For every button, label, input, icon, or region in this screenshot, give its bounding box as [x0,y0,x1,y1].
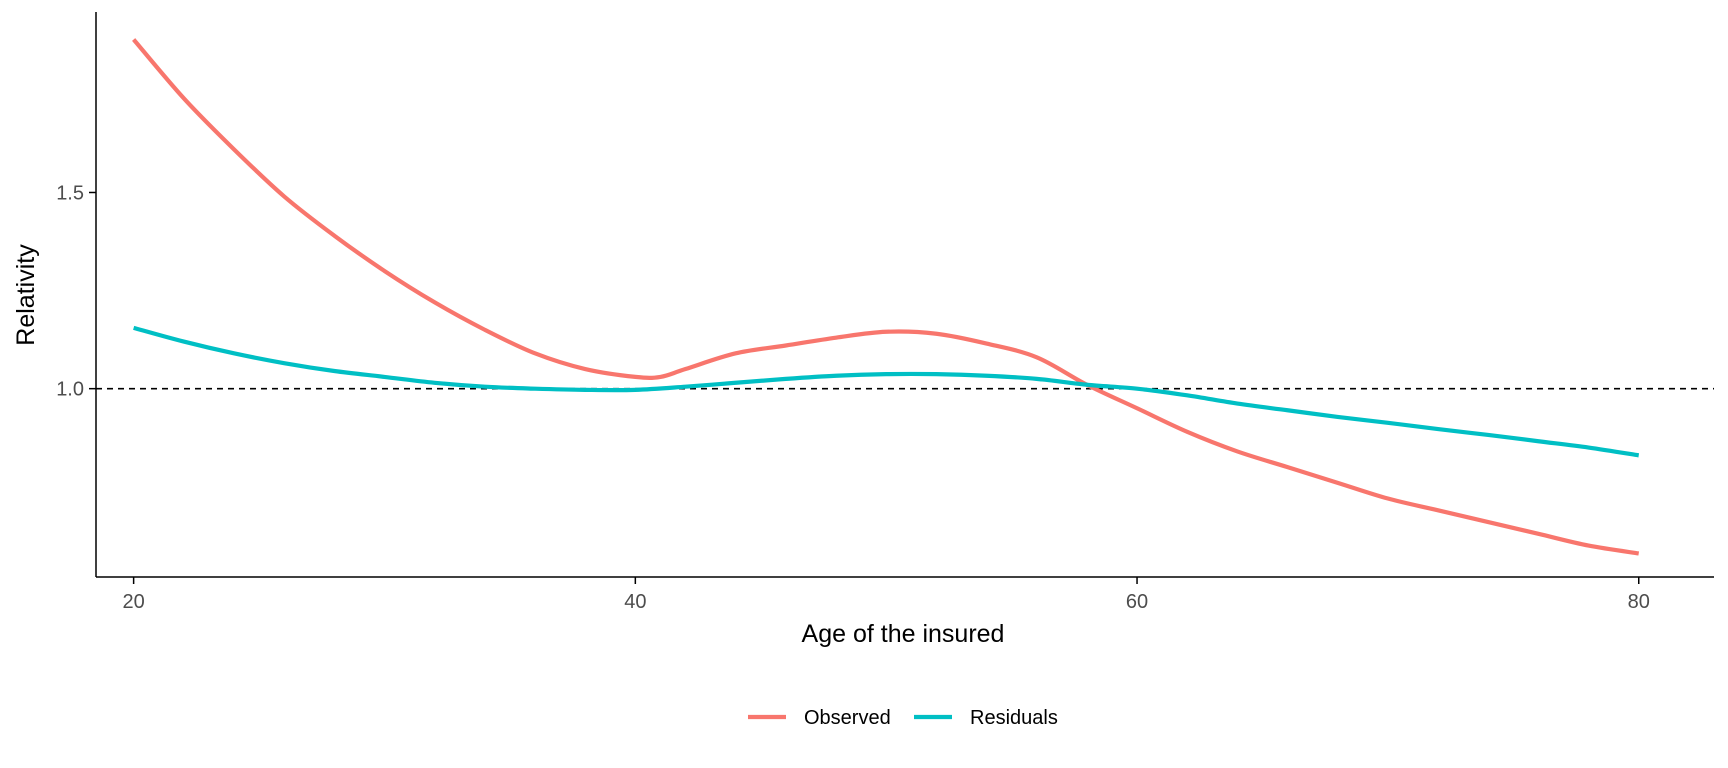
series-group [132,38,1640,556]
y-tick-label: 1.5 [56,182,84,204]
series-line-observed [132,38,1640,556]
x-tick-label: 80 [1628,591,1650,613]
y-tick-label: 1.0 [56,379,84,401]
x-axis-ticks: 20 40 60 80 [123,577,1650,613]
series-line-residuals [133,325,1640,458]
y-axis-title: Relativity [12,244,40,346]
x-axis-title: Age of the insured [802,620,1005,648]
y-axis-ticks: 1.0 1.5 [56,182,96,401]
x-tick-label: 20 [123,591,145,613]
x-tick-label: 40 [624,591,646,613]
legend-label-residuals: Residuals [970,707,1058,729]
legend: Observed Residuals [748,707,1058,729]
x-tick-label: 60 [1126,591,1148,613]
legend-label-observed: Observed [804,707,891,729]
